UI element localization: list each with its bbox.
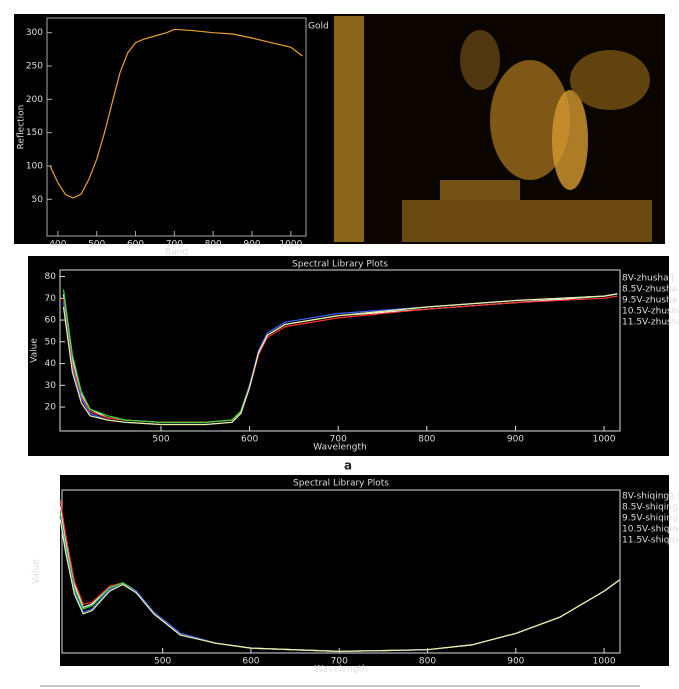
x-tick-label: 800	[205, 240, 222, 250]
x-tick-label: 500	[88, 240, 105, 250]
chart-title: Spectral Library Plots	[292, 260, 388, 270]
x-tick-label: 900	[507, 657, 524, 667]
x-tick-label: 700	[331, 657, 348, 667]
x-tick-label: 700	[166, 240, 183, 250]
panel-background	[60, 475, 669, 666]
series-line	[49, 28, 303, 199]
x-axis-label: Wavelength	[314, 665, 367, 675]
x-tick-label: 800	[418, 435, 435, 445]
x-tick-label: 500	[154, 657, 171, 667]
y-tick-label: 40	[45, 359, 57, 369]
legend-entry: Gold	[308, 22, 329, 32]
y-tick-label: 60	[45, 316, 57, 326]
legend-entry: 11.5V-zhusha	[622, 318, 679, 328]
x-tick-label: 900	[507, 435, 524, 445]
legend-entry: 10.5V-shiqing	[622, 525, 679, 535]
x-tick-label: 600	[242, 657, 259, 667]
series-line	[62, 293, 618, 426]
y-tick-label: 20	[45, 403, 57, 413]
x-tick-label: 800	[419, 657, 436, 667]
legend-entry: 8V-shiqing1 [	[622, 492, 679, 502]
y-tick-label: 100	[26, 162, 43, 172]
x-tick-label: 600	[241, 435, 258, 445]
y-tick-label: 150	[26, 128, 43, 138]
panel-background	[28, 256, 669, 456]
y-tick-label: 200	[26, 95, 43, 105]
y-axis-label: Reflection	[17, 105, 27, 150]
gold-image	[332, 14, 665, 244]
legend-entry: 9.5V-zhusha	[622, 296, 677, 306]
caption: a	[344, 459, 352, 473]
y-tick-label: 70	[45, 294, 57, 304]
x-tick-label: 700	[330, 435, 347, 445]
y-axis-label: Value	[30, 338, 40, 363]
legend-entry: 10.5V-zhusha	[622, 307, 679, 317]
y-tick-label: 50	[32, 195, 44, 205]
legend-entry: 9.5V-shiqing1	[622, 514, 679, 524]
chart-title: Spectral Library Plots	[293, 479, 389, 489]
x-tick-label: 1000	[593, 657, 616, 667]
legend-entry: 8.5V-shiqing1	[622, 503, 679, 513]
y-tick-label: 30	[45, 381, 57, 391]
plot-frame	[59, 269, 621, 432]
y-tick-label: 300	[26, 28, 43, 38]
y-tick-label: 80	[45, 272, 57, 282]
legend-entry: 8.5V-zhusha	[622, 285, 677, 295]
x-tick-label: 500	[152, 435, 169, 445]
y-tick-label: 50	[45, 337, 57, 347]
x-tick-label: 1000	[279, 240, 302, 250]
legend-entry: 11.5V-shiqing	[622, 536, 679, 546]
x-axis-label: Band	[165, 248, 188, 258]
x-tick-label: 600	[127, 240, 144, 250]
x-axis-label: Wavelength	[313, 443, 366, 453]
x-tick-label: 1000	[593, 435, 616, 445]
y-axis-label: Value	[32, 559, 42, 584]
plot-frame	[61, 489, 621, 654]
x-tick-label: 400	[49, 240, 66, 250]
series-line	[59, 519, 621, 653]
x-tick-label: 900	[243, 240, 260, 250]
plot-frame	[46, 17, 307, 237]
y-tick-label: 250	[26, 62, 43, 72]
legend-entry: 8V-zhusha [	[622, 274, 675, 284]
